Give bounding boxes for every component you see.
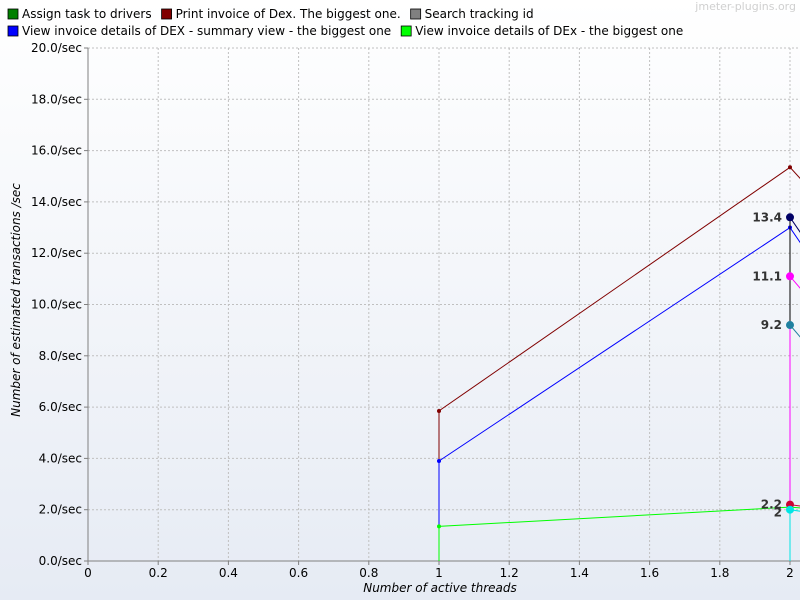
legend-swatch (7, 25, 19, 37)
y-tick-label: 6.0/sec (39, 400, 82, 414)
highlight-point (786, 321, 794, 330)
x-tick-label: 1 (435, 566, 443, 580)
y-axis-title: Number of estimated transactions /sec (9, 183, 23, 417)
data-label: 13.4 (752, 210, 782, 224)
x-tick-label: 0 (84, 566, 92, 580)
legend-swatch (410, 8, 422, 20)
data-label: 11.1 (752, 269, 782, 283)
data-label: 2 (774, 506, 782, 520)
x-tick-label: 1.2 (500, 566, 519, 580)
y-tick-label: 18.0/sec (31, 92, 82, 106)
axes: 0.0/sec 2.0/sec 4.0/sec 6.0/sec 8.0/sec 10.0/… (31, 41, 800, 580)
x-tick-label: 1.4 (570, 566, 589, 580)
y-tick-label: 8.0/sec (39, 349, 82, 363)
data-point (788, 165, 792, 170)
legend-swatch (400, 25, 412, 37)
highlight-point (786, 213, 794, 222)
data-label: 9.2 (761, 318, 782, 332)
watermark: jmeter-plugins.org (694, 0, 796, 13)
y-tick-label: 2.0/sec (39, 503, 82, 517)
legend-label: Assign task to drivers (22, 7, 152, 21)
data-label: 2.2 (761, 498, 782, 512)
series-line-1 (438, 226, 800, 561)
legend-swatch (7, 8, 19, 20)
data-labels: 13.4 11.1 9.2 2.22 (752, 210, 794, 520)
legend-label: Search tracking id (425, 7, 534, 21)
legend-swatch (161, 8, 172, 20)
x-tick-label: 0.6 (289, 566, 308, 580)
legend-label: View invoice details of DEx - the bigges… (415, 24, 683, 38)
data-point (437, 524, 441, 529)
y-tick-label: 16.0/sec (31, 144, 82, 158)
x-tick-label: 0.2 (149, 566, 168, 580)
data-point (437, 458, 441, 463)
legend-label: Print invoice of Dex. The biggest one. (176, 7, 401, 21)
x-tick-label: 0.8 (359, 566, 378, 580)
x-axis-title: Number of active threads (363, 581, 517, 595)
highlight-point (786, 505, 794, 514)
data-point (437, 408, 441, 413)
y-tick-label: 14.0/sec (31, 195, 82, 209)
y-tick-label: 10.0/sec (31, 298, 82, 312)
y-tick-label: 4.0/sec (39, 451, 82, 465)
legend-label: View invoice details of DEX - summary vi… (22, 24, 391, 38)
series-line-2 (438, 506, 800, 561)
y-tick-label: 0.0/sec (39, 554, 82, 568)
y-tick-label: 20.0/sec (31, 41, 82, 55)
highlight-point (786, 272, 794, 281)
x-tick-label: 0.4 (219, 566, 238, 580)
y-tick-label: 12.0/sec (31, 246, 82, 260)
legend: Assign task to drivers Print invoice of D… (7, 7, 683, 38)
x-tick-label: 2 (786, 566, 794, 580)
x-tick-label: 1.6 (640, 566, 659, 580)
x-tick-label: 1.8 (710, 566, 729, 580)
series-line-5 (789, 324, 800, 338)
series-line-3 (789, 217, 800, 233)
